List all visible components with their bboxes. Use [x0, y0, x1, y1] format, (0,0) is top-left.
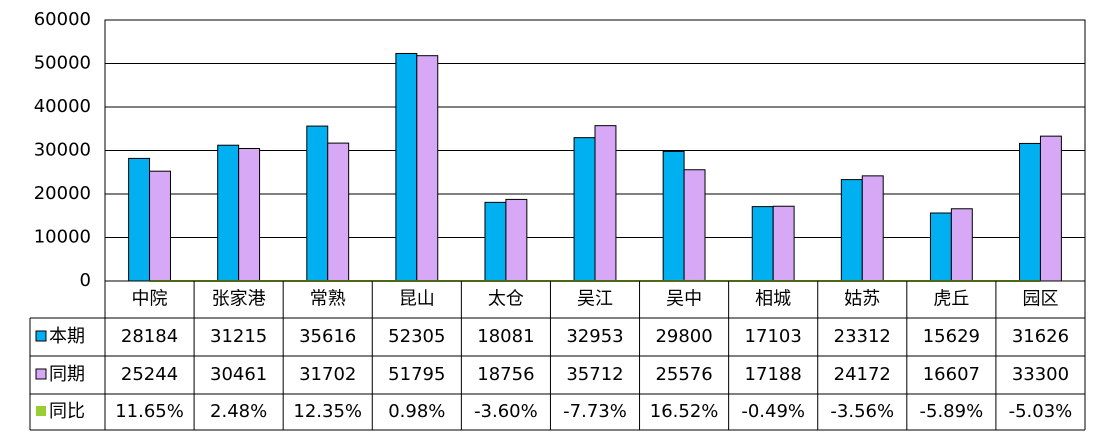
table-cell: -5.89%: [920, 401, 984, 422]
table-cell: 31702: [299, 364, 356, 385]
x-tick-label: 相城: [755, 289, 791, 310]
bar: [395, 52, 418, 282]
table-cell: 18081: [477, 326, 534, 347]
bar: [1019, 142, 1041, 282]
bar: [950, 208, 973, 282]
table-cell: -5.03%: [1009, 401, 1073, 422]
bar: [772, 205, 795, 282]
table-cell: 33300: [1012, 364, 1069, 385]
bar: [861, 175, 884, 282]
table-cell: 29800: [655, 326, 712, 347]
table-cell: -0.49%: [741, 401, 805, 422]
bar: [1039, 135, 1062, 282]
bar: [751, 206, 774, 282]
y-tick-label: 50000: [34, 53, 91, 74]
bar: [840, 179, 863, 282]
bar: [416, 55, 439, 282]
x-tick-label: 中院: [132, 289, 168, 310]
table-cell: 25244: [121, 364, 178, 385]
x-tick-label: 虎丘: [933, 289, 969, 310]
bar: [128, 157, 151, 282]
x-tick-label: 姑苏: [844, 289, 880, 310]
table-cell: 2.48%: [210, 401, 267, 422]
table-cell: 23312: [834, 326, 891, 347]
x-tick-label: 吴中: [666, 289, 702, 310]
legend-marker: [35, 368, 47, 380]
x-tick-label: 太仓: [488, 289, 524, 310]
bar: [683, 169, 706, 282]
table-cell: 51795: [388, 364, 445, 385]
legend-label: 同比: [49, 401, 85, 422]
legend-label: 同期: [49, 364, 85, 385]
x-tick-label: 张家港: [212, 289, 266, 310]
table-cell: 31215: [210, 326, 267, 347]
bar: [484, 201, 507, 282]
table-cell: 28184: [121, 326, 178, 347]
table-cell: 0.98%: [388, 401, 445, 422]
table-cell: 17188: [745, 364, 802, 385]
table-cell: 52305: [388, 326, 445, 347]
bar: [505, 198, 528, 282]
legend-marker: [36, 406, 46, 416]
table-cell: 11.65%: [115, 401, 184, 422]
y-tick-label: 60000: [34, 9, 91, 30]
table-cell: 18756: [477, 364, 534, 385]
bar: [306, 125, 329, 282]
legend-marker: [35, 330, 47, 342]
legend-label: 本期: [49, 326, 85, 347]
x-tick-label: 园区: [1022, 289, 1058, 310]
x-tick-label: 昆山: [399, 289, 435, 310]
table-cell: -7.73%: [563, 401, 627, 422]
bar: [217, 144, 240, 282]
y-tick-label: 0: [80, 270, 91, 291]
y-tick-label: 30000: [34, 140, 91, 161]
table-cell: 35712: [566, 364, 623, 385]
table-cell: 15629: [923, 326, 980, 347]
bar: [594, 125, 617, 282]
table-cell: 16.52%: [650, 401, 719, 422]
bar: [327, 142, 350, 282]
y-tick-label: 20000: [34, 183, 91, 204]
table-cell: 32953: [566, 326, 623, 347]
table-cell: 31626: [1012, 326, 1069, 347]
bar: [149, 170, 171, 282]
table-cell: 12.35%: [293, 401, 362, 422]
table-cell: 17103: [745, 326, 802, 347]
bar: [238, 147, 261, 282]
table-cell: 30461: [210, 364, 267, 385]
y-tick-label: 40000: [34, 96, 91, 117]
bar: [662, 150, 685, 282]
table-cell: 16607: [923, 364, 980, 385]
table-cell: -3.60%: [474, 401, 538, 422]
bar: [929, 212, 952, 282]
x-tick-label: 吴江: [577, 289, 613, 310]
table-cell: 24172: [834, 364, 891, 385]
table-cell: 35616: [299, 326, 356, 347]
table-cell: -3.56%: [830, 401, 894, 422]
bar: [573, 137, 596, 282]
table-cell: 25576: [655, 364, 712, 385]
x-tick-label: 常熟: [310, 289, 346, 310]
y-tick-label: 10000: [34, 227, 91, 248]
